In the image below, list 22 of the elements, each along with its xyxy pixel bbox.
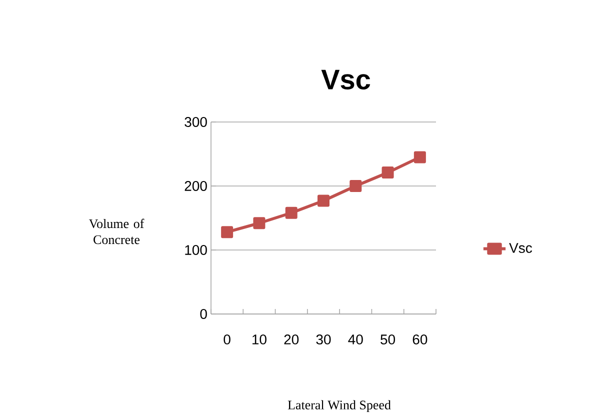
point: [285, 206, 298, 219]
y-tick-label: 200: [184, 181, 207, 191]
x-tick-label: 50: [380, 334, 396, 344]
y-axis-title: Volume of Concrete: [88, 218, 144, 244]
x-tick-label: 30: [316, 334, 331, 344]
x-axis-title: Lateral Wind Speed: [288, 400, 391, 412]
y-tick-label: 300: [184, 117, 207, 127]
point: [318, 194, 330, 207]
point: [253, 217, 266, 230]
point: [414, 151, 426, 164]
x-tick-label: 20: [284, 334, 299, 344]
point: [221, 226, 234, 238]
x-tick-label: 10: [252, 334, 266, 344]
point: [382, 166, 394, 179]
y-tick-label: 0: [200, 309, 207, 319]
point: [350, 180, 362, 192]
chart-title: Vsc: [321, 70, 370, 90]
x-tick-label: 0: [224, 334, 230, 344]
x-tick-label: 40: [348, 334, 363, 344]
x-tick-label: 60: [412, 334, 428, 344]
legend-label: Vsc: [509, 243, 532, 253]
y-tick-label: 100: [185, 245, 207, 255]
